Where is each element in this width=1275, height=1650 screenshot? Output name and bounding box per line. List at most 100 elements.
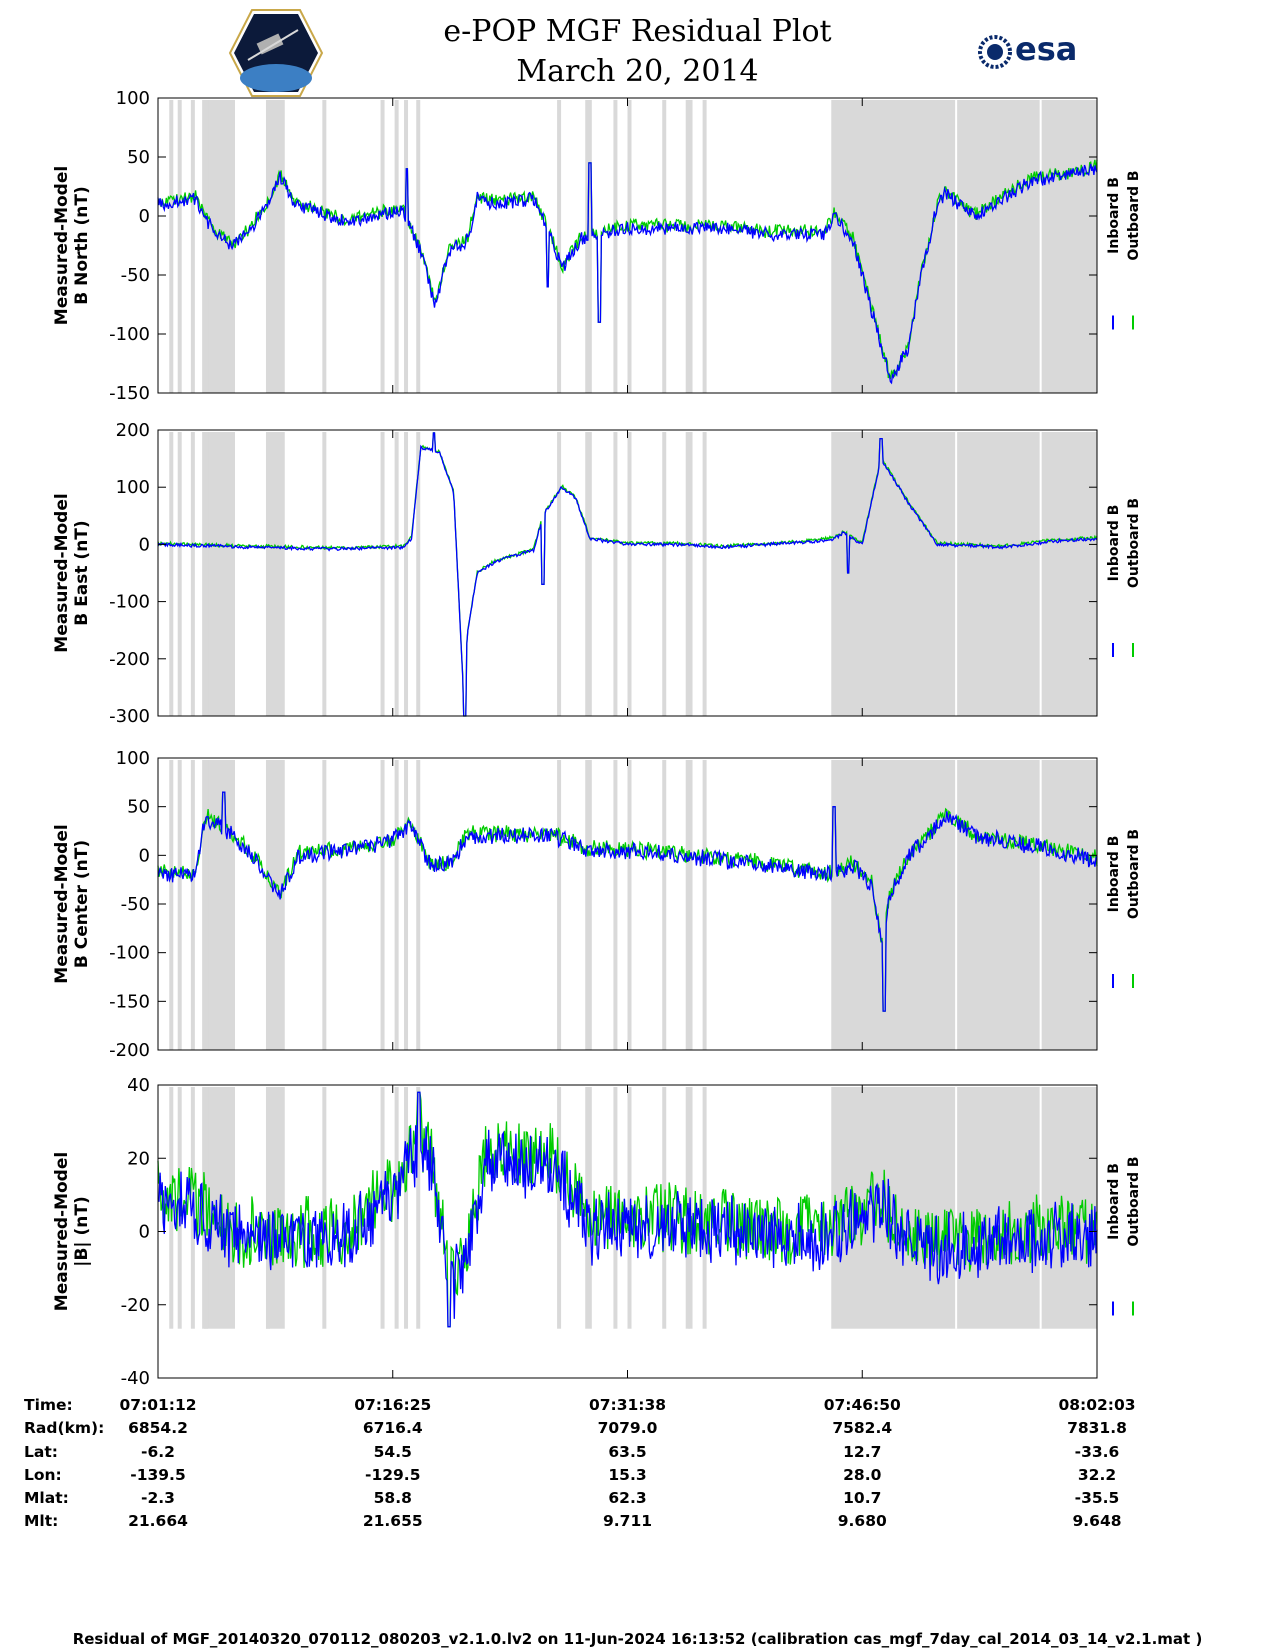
cassiope-logo-icon xyxy=(228,9,324,97)
orbit-row-label: Time: xyxy=(24,1396,73,1414)
orbit-value-mlt: 21.655 xyxy=(363,1512,423,1530)
y-tick-label: -150 xyxy=(109,991,150,1012)
shaded-interval xyxy=(265,1087,270,1329)
shaded-interval xyxy=(265,760,270,1050)
shaded-interval xyxy=(322,1087,327,1329)
shaded-interval xyxy=(169,432,174,716)
shaded-interval xyxy=(627,100,632,393)
orbit-value-lon: -129.5 xyxy=(365,1466,420,1484)
shaded-interval xyxy=(685,432,690,716)
shaded-interval xyxy=(702,1087,707,1329)
orbit-row-label: Rad(km): xyxy=(24,1419,104,1437)
shaded-interval xyxy=(685,100,690,393)
shaded-interval xyxy=(394,100,399,393)
orbit-value-rad: 6854.2 xyxy=(128,1419,188,1437)
shaded-interval xyxy=(177,760,182,1050)
shaded-interval xyxy=(265,432,270,716)
panel-4: 40 20 0 -20 -40 Measured-Model |B| (nT) Inboard… xyxy=(52,1075,1142,1389)
y-tick-label: 20 xyxy=(127,1148,150,1169)
shaded-interval xyxy=(702,432,707,716)
shaded-interval xyxy=(585,432,592,716)
y-tick-label: -100 xyxy=(109,943,150,964)
legend: Inboard B Outboard B xyxy=(1106,170,1142,330)
y-tick-label: 200 xyxy=(116,420,150,441)
orbit-value-rad: 7079.0 xyxy=(598,1419,658,1437)
orbit-value-rad: 7831.8 xyxy=(1067,1419,1127,1437)
shaded-interval xyxy=(416,760,421,1050)
orbit-value-lat: 12.7 xyxy=(843,1443,881,1461)
orbit-value-mlat: -2.3 xyxy=(141,1489,175,1507)
shaded-interval xyxy=(831,760,1097,1050)
y-tick-label: 50 xyxy=(127,797,150,818)
shaded-interval xyxy=(662,432,667,716)
shaded-interval xyxy=(702,760,707,1050)
shaded-interval xyxy=(265,432,285,716)
shaded-interval xyxy=(831,432,1097,716)
legend: Inboard B Outboard B xyxy=(1106,498,1142,657)
shaded-interval xyxy=(404,432,409,716)
orbit-value-rad: 6716.4 xyxy=(363,1419,423,1437)
orbit-row-label: Mlat: xyxy=(24,1489,69,1507)
orbit-value-time: 07:46:50 xyxy=(824,1396,901,1414)
shaded-interval xyxy=(416,432,421,716)
shaded-interval xyxy=(688,432,693,716)
shaded-interval xyxy=(380,100,385,393)
orbit-value-mlt: 21.664 xyxy=(128,1512,188,1530)
panel-2: 200 100 0 -100 -200 -300 Measured-Model B East … xyxy=(52,420,1142,727)
y-axis-label: B North (nT) xyxy=(72,186,92,305)
shaded-interval xyxy=(265,100,270,393)
shaded-interval xyxy=(627,760,632,1050)
shaded-interval xyxy=(169,100,174,393)
shaded-interval xyxy=(557,100,562,393)
y-axis-label: |B| (nT) xyxy=(72,1196,92,1267)
orbit-value-lon: 32.2 xyxy=(1078,1466,1116,1484)
chart-date: March 20, 2014 xyxy=(516,54,759,89)
shaded-interval xyxy=(380,432,385,716)
shaded-interval xyxy=(557,1087,562,1329)
shaded-interval xyxy=(831,1087,1097,1329)
orbit-value-rad: 7582.4 xyxy=(832,1419,892,1437)
shaded-interval xyxy=(557,432,562,716)
shaded-interval xyxy=(627,432,632,716)
y-tick-label: -20 xyxy=(121,1295,150,1316)
shaded-interval xyxy=(322,760,327,1050)
chart-title: e-POP MGF Residual Plot xyxy=(443,14,832,49)
y-axis-label: Measured-Model xyxy=(52,166,72,325)
orbit-row-label: Lat: xyxy=(24,1443,58,1461)
shaded-interval xyxy=(613,432,618,716)
shaded-interval xyxy=(190,760,195,1050)
shaded-interval xyxy=(380,760,385,1050)
esa-logo-icon xyxy=(978,35,1012,69)
legend-label-inboard: Inboard B xyxy=(1106,505,1122,582)
orbit-value-mlat: 62.3 xyxy=(608,1489,646,1507)
y-tick-label: -150 xyxy=(109,383,150,404)
inboard-trace xyxy=(157,1091,1098,1328)
orbit-value-time: 08:02:03 xyxy=(1058,1396,1135,1414)
orbit-value-lat: 63.5 xyxy=(608,1443,646,1461)
shaded-interval xyxy=(702,100,707,393)
shaded-interval xyxy=(394,760,399,1050)
shaded-interval xyxy=(688,100,693,393)
shaded-interval xyxy=(190,100,195,393)
y-tick-label: -300 xyxy=(109,706,150,727)
shaded-interval xyxy=(404,760,409,1050)
shaded-interval xyxy=(685,760,690,1050)
legend: Inboard B Outboard B xyxy=(1106,829,1142,988)
shaded-interval xyxy=(177,432,182,716)
y-axis-label: Measured-Model xyxy=(52,1152,72,1311)
y-tick-label: 40 xyxy=(127,1075,150,1096)
legend-label-outboard: Outboard B xyxy=(1126,829,1142,919)
y-tick-label: 100 xyxy=(116,88,150,109)
legend-label-outboard: Outboard B xyxy=(1126,170,1142,260)
y-tick-label: -100 xyxy=(109,324,150,345)
orbit-value-time: 07:01:12 xyxy=(119,1396,196,1414)
y-tick-label: -50 xyxy=(121,265,150,286)
orbit-info-table: Time: Rad(km): Lat: Lon: Mlat: Mlt: 07:01:12 68… xyxy=(24,1396,1136,1530)
legend-label-outboard: Outboard B xyxy=(1126,498,1142,588)
shaded-interval xyxy=(322,432,327,716)
y-tick-label: 100 xyxy=(116,748,150,769)
panel-3: 100 50 0 -50 -100 -150 -200 Measured-Model B Cen… xyxy=(52,748,1142,1061)
y-tick-label: -40 xyxy=(121,1368,150,1389)
y-tick-label: 50 xyxy=(127,147,150,168)
